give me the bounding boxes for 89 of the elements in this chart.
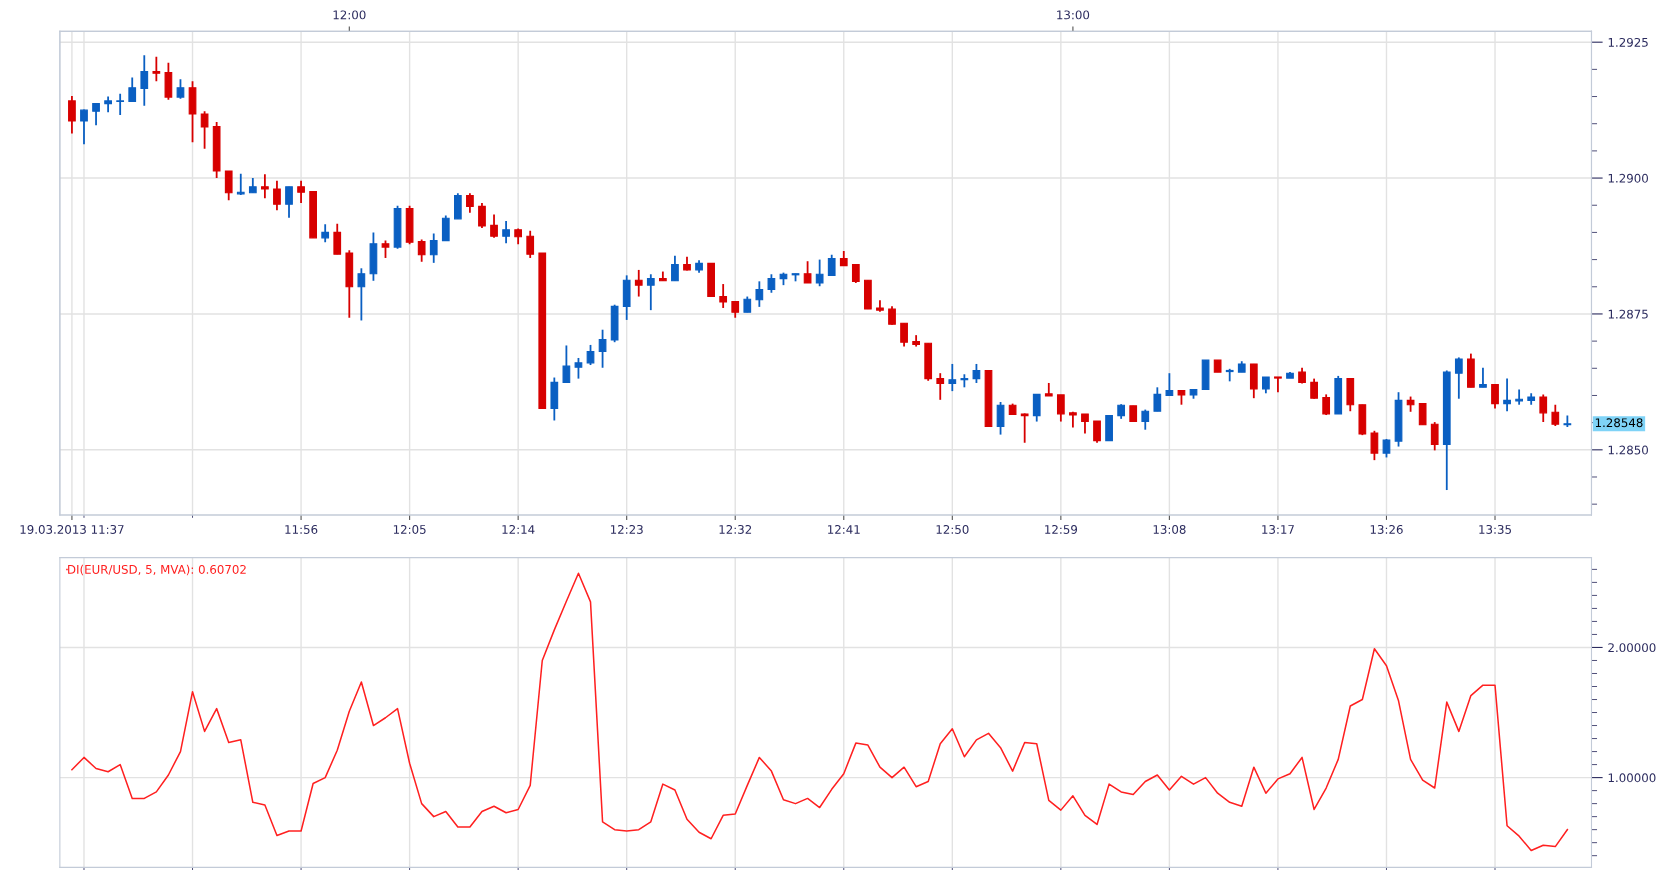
x-tick-label: 11:56: [285, 524, 318, 534]
candlestick: [671, 254, 679, 282]
candlestick: [827, 253, 836, 277]
candlestick: [755, 280, 764, 308]
candlestick: [1093, 420, 1101, 444]
x-tick-label: 12:14: [502, 524, 535, 534]
candlestick: [92, 102, 100, 127]
x-tick-label: 19.03.2013 11:37: [20, 524, 124, 534]
candlestick: [297, 179, 305, 204]
candlestick: [936, 372, 945, 401]
candlestick: [1153, 386, 1162, 413]
candlestick: [1430, 421, 1439, 452]
annotation: 1.28548: [1595, 418, 1643, 428]
candlestick: [1274, 376, 1282, 394]
candlestick: [68, 95, 76, 135]
candlestick: [357, 267, 366, 322]
candlestick: [526, 229, 535, 259]
legend-label: DI(EUR/USD, 5, MVA): 0.60702: [68, 564, 246, 576]
y-tick-label: 1.00000: [1608, 773, 1656, 783]
candlestick: [80, 108, 88, 146]
candlestick: [1020, 412, 1029, 444]
candlestick: [453, 192, 462, 220]
candlestick: [646, 273, 655, 312]
candlestick: [634, 269, 643, 298]
candlestick: [1418, 402, 1427, 426]
x-tick-label: 13:08: [1153, 524, 1186, 534]
candlestick: [1491, 383, 1499, 410]
candlestick: [490, 213, 498, 239]
candlestick: [719, 283, 728, 309]
candlestick: [1081, 413, 1089, 435]
x-tick-label: 12:23: [610, 524, 643, 534]
candlestick: [1539, 393, 1548, 424]
candlestick: [502, 220, 510, 245]
candlestick: [1141, 408, 1150, 431]
candlestick: [803, 260, 812, 284]
candlestick: [598, 328, 607, 369]
x-tick-label: 12:59: [1045, 524, 1078, 534]
candlestick: [1551, 403, 1560, 427]
candlestick: [574, 357, 583, 380]
candlestick: [562, 344, 571, 384]
candlestick: [224, 170, 233, 202]
x2-tick-label: 12:00: [333, 10, 366, 20]
y-tick-label: 2.00000: [1608, 643, 1656, 653]
x-tick-label: 12:50: [936, 524, 969, 534]
candlestick: [417, 238, 426, 263]
candlestick: [152, 55, 161, 83]
candlestick: [333, 222, 342, 256]
candlestick: [815, 258, 824, 288]
y-tick-label: 1.2900: [1608, 173, 1648, 183]
candlestick: [1032, 393, 1041, 423]
candlestick: [888, 305, 896, 326]
candlestick: [767, 273, 776, 294]
candlestick: [176, 78, 185, 100]
candlestick: [586, 344, 595, 366]
candlestick: [996, 401, 1005, 436]
candlestick: [429, 232, 438, 264]
candlestick: [261, 173, 269, 200]
candlestick: [1310, 377, 1318, 400]
candlestick: [1454, 356, 1463, 400]
y-tick-label: 1.2850: [1608, 445, 1648, 455]
y-tick-label: 1.2875: [1608, 309, 1648, 319]
candlestick: [140, 54, 149, 107]
candlestick: [285, 185, 293, 219]
x-tick-label: 13:17: [1262, 524, 1294, 534]
candlestick: [960, 373, 969, 389]
candlestick: [273, 179, 281, 212]
candlestick: [1370, 429, 1379, 462]
candlestick: [1056, 394, 1065, 423]
x-tick-label: 12:05: [393, 524, 426, 534]
candlestick: [1479, 366, 1487, 389]
x2-tick-label: 13:00: [1057, 10, 1090, 20]
candlestick: [900, 322, 908, 348]
y-tick-label: 1.2925: [1608, 37, 1648, 47]
candlestick: [948, 363, 957, 393]
candlestick: [128, 76, 137, 103]
x-tick-label: 13:26: [1370, 524, 1403, 534]
candlestick: [1503, 377, 1511, 413]
candlestick: [478, 202, 486, 229]
candlestick: [851, 263, 860, 284]
candlestick: [441, 214, 450, 242]
candlestick: [200, 110, 209, 150]
candlestick: [1165, 372, 1174, 397]
x-tick-label: 13:35: [1479, 524, 1511, 534]
x-tick-label: 12:41: [828, 524, 860, 534]
candlestick: [1515, 388, 1524, 406]
candlestick: [466, 192, 474, 214]
candlestick: [116, 92, 125, 116]
candlestick: [972, 363, 981, 384]
x-tick-label: 12:32: [719, 524, 752, 534]
